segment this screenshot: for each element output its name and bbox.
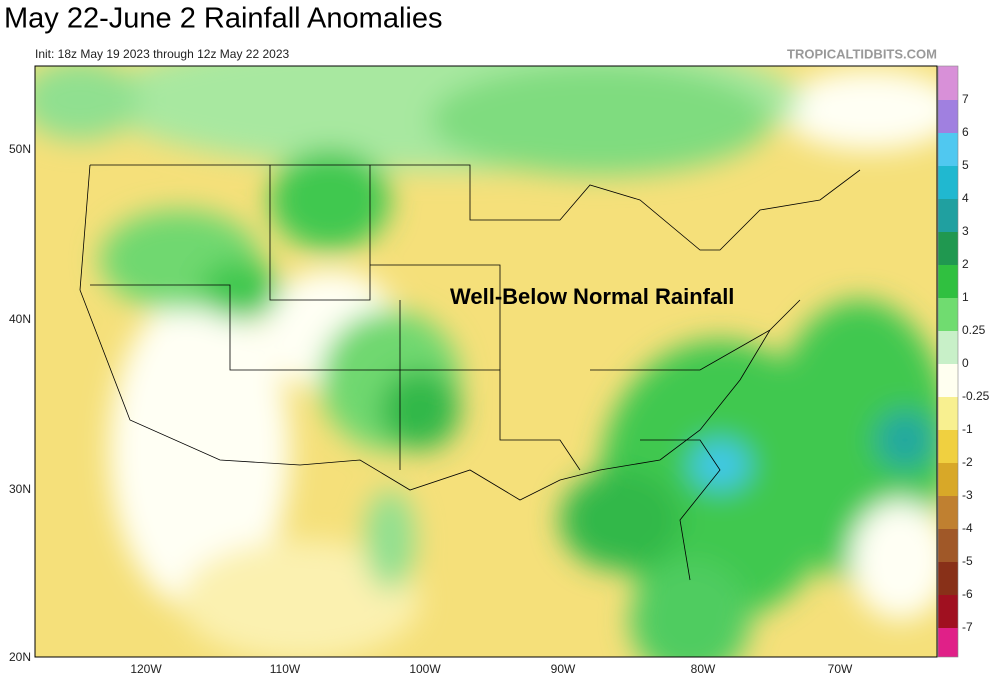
colorbar-swatch [938,66,958,100]
lat-label: 20N [9,650,31,664]
lat-label: 30N [9,482,31,496]
subtitle: Init: 18z May 19 2023 through 12z May 22… [35,47,289,61]
colorbar-label: -4 [962,521,973,535]
colorbar-swatch [938,100,958,133]
colorbar-label: -7 [962,620,973,634]
lat-label: 40N [9,312,31,326]
colorbar-label: 1 [962,290,969,304]
credit: TROPICALTIDBITS.COM [787,46,937,61]
colorbar-label: 2 [962,257,969,271]
colorbar-label: 0 [962,356,969,370]
colorbar-label: 0.25 [962,323,986,337]
colorbar-swatch [938,595,958,628]
colorbar-label: 3 [962,224,969,238]
lon-label: 110W [270,662,301,676]
colorbar-swatch [938,430,958,463]
colorbar-swatch [938,562,958,595]
colorbar-label: -3 [962,488,973,502]
lat-label: 50N [9,142,31,156]
colorbar-swatch [938,232,958,265]
lon-label: 80W [691,662,716,676]
lon-label: 120W [130,662,162,676]
colorbar-label: 7 [962,92,969,106]
colorbar-swatch [938,199,958,232]
colorbar-swatch [938,133,958,166]
colorbar-label: -5 [962,554,973,568]
title: May 22-June 2 Rainfall Anomalies [4,3,442,35]
colorbar-swatch [938,298,958,331]
colorbar-label: 5 [962,158,969,172]
colorbar-swatch [938,331,958,364]
colorbar-label: -0.25 [962,389,990,403]
colorbar-swatch [938,364,958,397]
colorbar-label: -1 [962,422,973,436]
lon-label: 70W [828,662,853,676]
colorbar-label: -6 [962,587,973,601]
colorbar-swatch [938,166,958,199]
colorbar-label: 4 [962,191,969,205]
lon-label: 100W [409,662,441,676]
colorbar-swatch [938,397,958,430]
colorbar-label: 6 [962,125,969,139]
colorbar-label: -2 [962,455,973,469]
colorbar-swatch [938,463,958,496]
colorbar-swatch [938,628,958,657]
colorbar-swatch [938,529,958,562]
map: Well-Below Normal Rainfall [35,66,937,657]
map-frame [34,65,938,658]
colorbar-frame [937,65,959,658]
colorbar: 7 6 5 4 3 2 1 0.25 0 -0.25 -1 -2 -3 -4 -5 -6 -7 [937,65,990,658]
colorbar-swatch [938,496,958,529]
colorbar-swatch [938,265,958,298]
lon-label: 90W [551,662,576,676]
annotation: Well-Below Normal Rainfall [450,284,734,309]
